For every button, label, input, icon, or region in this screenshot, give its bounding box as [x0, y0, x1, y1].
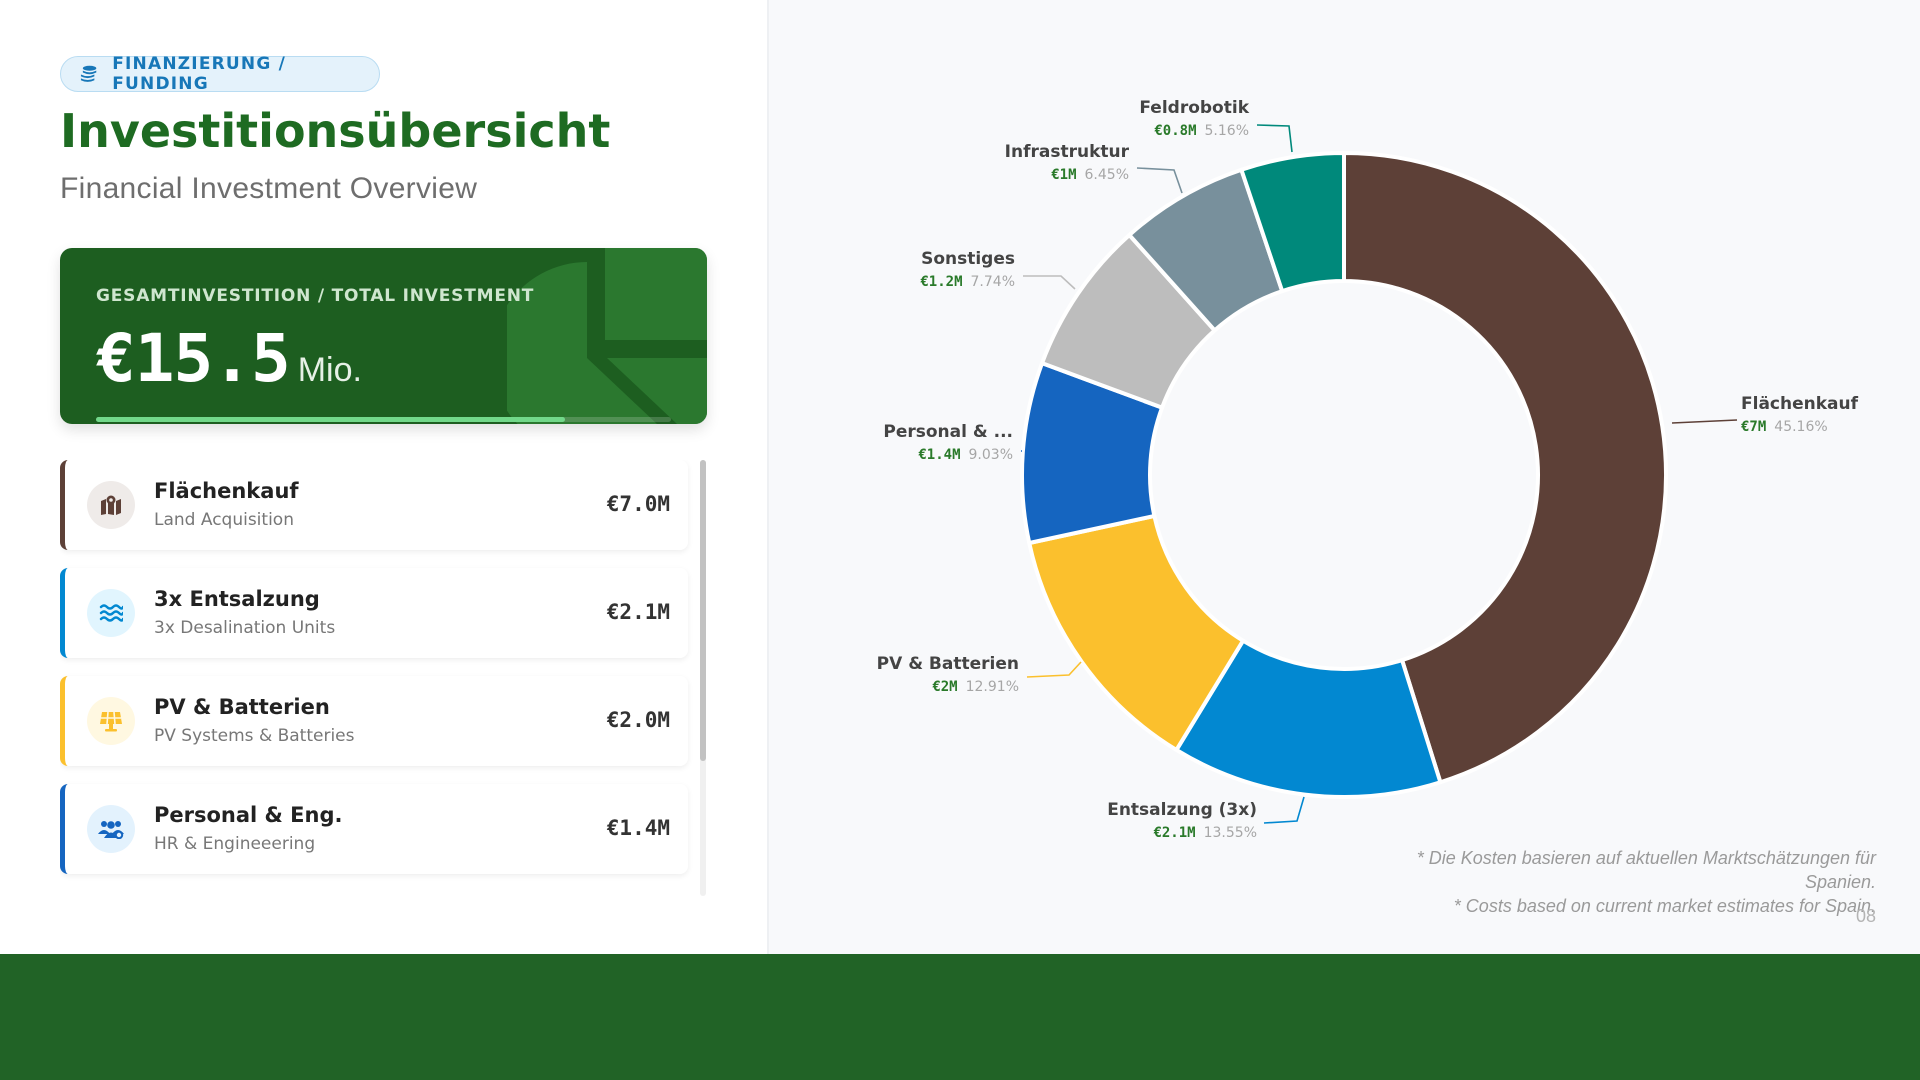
coins-icon: [80, 65, 97, 82]
map-marked-icon: [87, 481, 135, 529]
total-investment-card: GESAMTINVESTITION / TOTAL INVESTMENT €15…: [60, 248, 707, 424]
slice-label-name: Feldrobotik: [1139, 98, 1249, 118]
cost-list[interactable]: Flächenkauf Land Acquisition €7.0M 3x En…: [60, 460, 715, 896]
slice-label-value: €7M 45.16%: [1741, 419, 1828, 435]
list-item-amount: €2.0M: [606, 708, 670, 732]
list-item-subtitle: Land Acquisition: [154, 510, 294, 530]
total-unit: Mio.: [297, 351, 362, 389]
slice-value: €2M: [932, 679, 957, 695]
footer-band: [0, 954, 1920, 1080]
page-subtitle: Financial Investment Overview: [60, 172, 478, 205]
slice-label-name: PV & Batterien: [877, 654, 1019, 674]
slice-value: €1.2M: [920, 274, 962, 290]
slice-label-value: €0.8M 5.16%: [1154, 123, 1249, 139]
chart-panel: Flächenkauf €7M 45.16% Entsalzung (3x) €2.1M…: [767, 0, 1920, 954]
list-item-pv-batteries[interactable]: PV & Batterien PV Systems & Batteries €2…: [60, 676, 688, 766]
total-value-row: €15.5 Mio.: [96, 320, 362, 397]
leader-line: [1671, 419, 1738, 424]
slice-label-name: Flächenkauf: [1741, 394, 1859, 414]
slice-value: €7M: [1741, 419, 1766, 435]
page-title: Investitionsübersicht: [60, 104, 611, 158]
leader-line: [1023, 275, 1076, 290]
pie-chart-icon: [507, 248, 707, 424]
list-scrollbar[interactable]: [700, 460, 706, 896]
footnote-line-1: * Die Kosten basieren auf aktuellen Mark…: [1416, 848, 1876, 892]
slice-percent: 13.55%: [1204, 825, 1257, 841]
total-progress-track: [96, 417, 671, 422]
slice-percent: 45.16%: [1774, 419, 1827, 435]
slice-percent: 5.16%: [1205, 123, 1249, 139]
list-item-land[interactable]: Flächenkauf Land Acquisition €7.0M: [60, 460, 688, 550]
list-item-title: Flächenkauf: [154, 479, 299, 503]
slice-label-value: €1.4M 9.03%: [918, 447, 1013, 463]
total-value: €15.5: [96, 320, 291, 397]
slice-value: €2.1M: [1153, 825, 1195, 841]
slice-label-name: Entsalzung (3x): [1107, 800, 1257, 820]
leader-line: [1256, 124, 1293, 153]
donut-chart: Flächenkauf €7M 45.16% Entsalzung (3x) €2.1M…: [877, 98, 1859, 841]
slice-percent: 12.91%: [966, 679, 1019, 695]
slice-label-name: Personal & ...: [883, 422, 1013, 442]
donut-slice[interactable]: [1239, 151, 1346, 294]
slice-percent: 6.45%: [1085, 167, 1129, 183]
badge-label: FINANZIERUNG / FUNDING: [112, 54, 287, 94]
total-label: GESAMTINVESTITION / TOTAL INVESTMENT: [96, 286, 535, 306]
total-progress-fill: [96, 417, 565, 422]
donut-slice[interactable]: [1342, 151, 1668, 785]
leader-line: [1136, 167, 1183, 194]
slice-label-value: €2.1M 13.55%: [1153, 825, 1257, 841]
footnote: * Die Kosten basieren auf aktuellen Mark…: [1356, 846, 1876, 918]
leader-line: [1026, 661, 1082, 678]
list-item-title: 3x Entsalzung: [154, 587, 320, 611]
solar-panel-icon: [87, 697, 135, 745]
list-item-amount: €7.0M: [606, 492, 670, 516]
slice-label-name: Infrastruktur: [1005, 142, 1130, 162]
footnote-line-2: * Costs based on current market estimate…: [1453, 896, 1876, 916]
section-badge: FINANZIERUNG / FUNDING: [60, 54, 380, 94]
page-number: 08: [1855, 906, 1876, 926]
list-item-subtitle: PV Systems & Batteries: [154, 726, 355, 746]
slice-label-value: €1M 6.45%: [1051, 167, 1129, 183]
users-cog-icon: [87, 805, 135, 853]
list-item-subtitle: HR & Engineeering: [154, 834, 316, 854]
slice-label-value: €2M 12.91%: [932, 679, 1019, 695]
slice-percent: 9.03%: [969, 447, 1013, 463]
list-item-desalination[interactable]: 3x Entsalzung 3x Desalination Units €2.1…: [60, 568, 688, 658]
water-waves-icon: [87, 589, 135, 637]
left-panel: FINANZIERUNG / FUNDING Investitionsübers…: [0, 0, 767, 954]
list-item-personnel[interactable]: Personal & Eng. HR & Engineeering €1.4M: [60, 784, 688, 874]
slice-value: €1M: [1051, 167, 1076, 183]
slice-label-value: €1.2M 7.74%: [920, 274, 1015, 290]
slice-percent: 7.74%: [971, 274, 1015, 290]
slice-label-name: Sonstiges: [921, 249, 1015, 269]
list-item-amount: €2.1M: [606, 600, 670, 624]
list-item-amount: €1.4M: [606, 816, 670, 840]
list-item-title: Personal & Eng.: [154, 803, 343, 827]
scrollbar-thumb[interactable]: [700, 460, 706, 761]
leader-line: [1263, 796, 1305, 824]
slice-value: €0.8M: [1154, 123, 1196, 139]
slide: FINANZIERUNG / FUNDING Investitionsübers…: [0, 0, 1920, 954]
slice-value: €1.4M: [918, 447, 960, 463]
list-item-title: PV & Batterien: [154, 695, 330, 719]
list-item-subtitle: 3x Desalination Units: [154, 618, 336, 638]
